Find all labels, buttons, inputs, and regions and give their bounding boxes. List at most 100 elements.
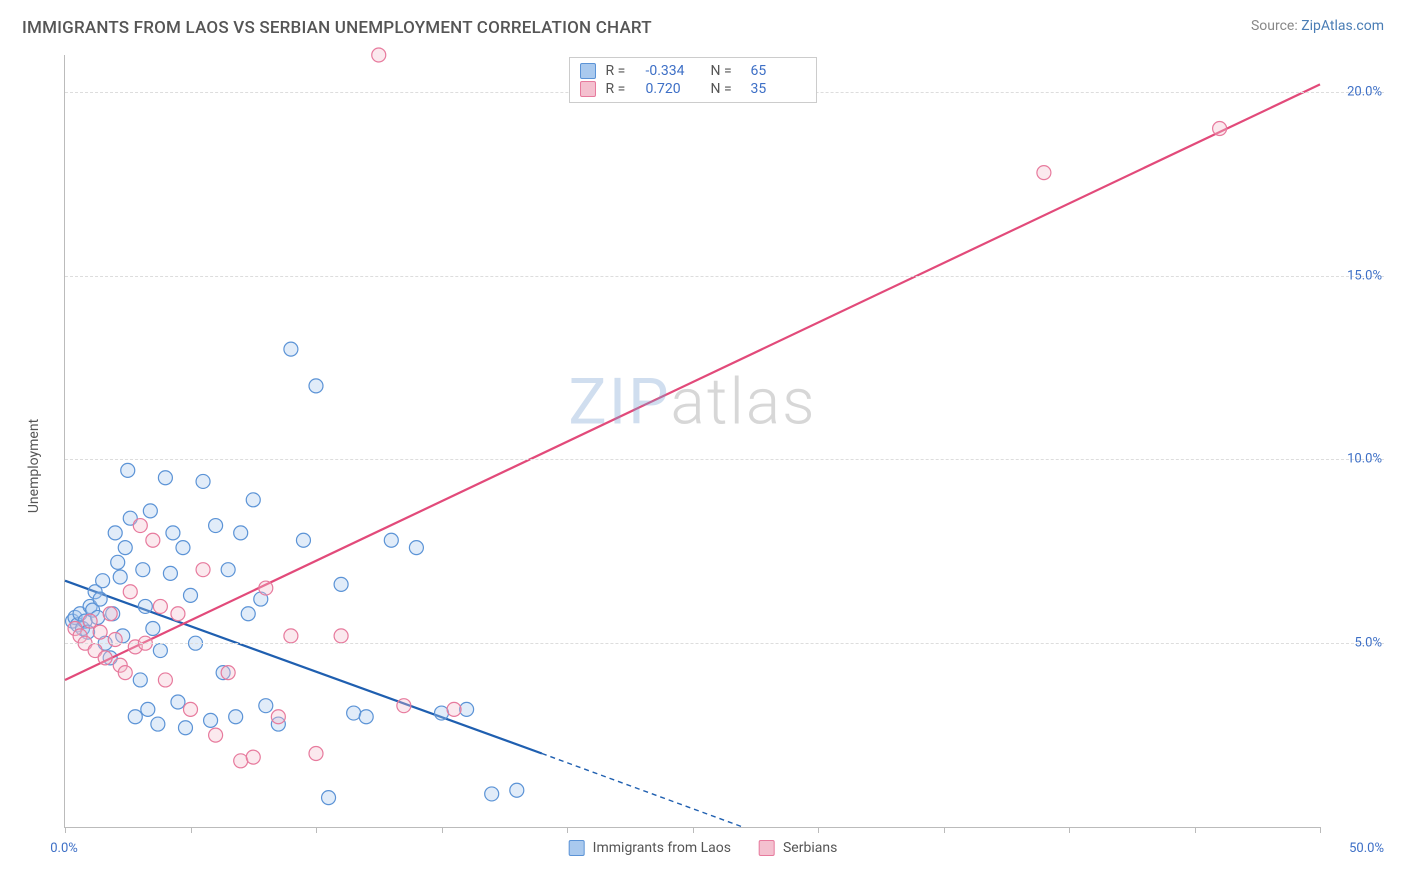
data-point — [234, 526, 248, 540]
data-point — [1213, 122, 1227, 136]
data-point — [372, 48, 386, 62]
data-point — [93, 625, 107, 639]
data-point — [246, 493, 260, 507]
legend-n-label: N = — [711, 81, 741, 97]
y-tick-label: 10.0% — [1324, 452, 1382, 467]
data-point — [510, 783, 524, 797]
data-point — [184, 588, 198, 602]
data-point — [184, 702, 198, 716]
source-prefix: Source: — [1251, 18, 1301, 34]
legend-n-value-serbians: 35 — [751, 81, 806, 97]
data-point — [284, 629, 298, 643]
legend-label-laos: Immigrants from Laos — [593, 840, 731, 856]
x-tick — [944, 827, 945, 833]
legend-item-serbians: Serbians — [759, 840, 837, 856]
plot-area: ZIPatlas R = -0.334 N = 65 R = 0.720 N =… — [64, 55, 1320, 828]
legend-row-laos: R = -0.334 N = 65 — [580, 62, 806, 80]
correlation-legend: R = -0.334 N = 65 R = 0.720 N = 35 — [569, 57, 817, 103]
data-point — [259, 581, 273, 595]
data-point — [133, 519, 147, 533]
legend-label-serbians: Serbians — [783, 840, 837, 856]
trend-line — [65, 84, 1320, 680]
data-point — [158, 471, 172, 485]
data-point — [118, 541, 132, 555]
data-point — [166, 526, 180, 540]
data-point — [347, 706, 361, 720]
data-point — [108, 633, 122, 647]
legend-swatch-laos — [580, 63, 596, 79]
data-point — [334, 629, 348, 643]
data-point — [204, 713, 218, 727]
x-tick-label-max: 50.0% — [1349, 841, 1384, 856]
data-point — [178, 721, 192, 735]
legend-r-value-serbians: 0.720 — [646, 81, 701, 97]
data-point — [259, 699, 273, 713]
data-point — [83, 614, 97, 628]
scatter-svg — [65, 55, 1320, 827]
data-point — [118, 666, 132, 680]
x-tick — [65, 827, 66, 833]
x-tick — [818, 827, 819, 833]
source-attribution: Source: ZipAtlas.com — [1251, 18, 1384, 34]
chart-title: IMMIGRANTS FROM LAOS VS SERBIAN UNEMPLOY… — [22, 18, 652, 38]
x-tick — [191, 827, 192, 833]
data-point — [309, 379, 323, 393]
trend-line-dashed — [542, 753, 743, 827]
trend-line — [65, 581, 542, 754]
data-point — [241, 607, 255, 621]
y-axis-title: Unemployment — [26, 418, 42, 512]
legend-swatch-icon — [569, 840, 585, 856]
data-point — [141, 702, 155, 716]
data-point — [196, 474, 210, 488]
y-tick-label: 5.0% — [1324, 636, 1382, 651]
data-point — [111, 555, 125, 569]
data-point — [209, 728, 223, 742]
legend-row-serbians: R = 0.720 N = 35 — [580, 80, 806, 98]
data-point — [296, 533, 310, 547]
data-point — [143, 504, 157, 518]
legend-swatch-icon — [759, 840, 775, 856]
gridline — [65, 459, 1384, 460]
series-legend: Immigrants from Laos Serbians — [569, 840, 838, 856]
data-point — [384, 533, 398, 547]
data-point — [409, 541, 423, 555]
data-point — [108, 526, 122, 540]
gridline — [65, 276, 1384, 277]
x-tick — [316, 827, 317, 833]
y-tick-label: 20.0% — [1324, 84, 1382, 99]
data-point — [309, 746, 323, 760]
data-point — [246, 750, 260, 764]
data-point — [153, 644, 167, 658]
x-tick — [442, 827, 443, 833]
data-point — [209, 519, 223, 533]
data-point — [234, 754, 248, 768]
data-point — [138, 599, 152, 613]
data-point — [359, 710, 373, 724]
y-tick-label: 15.0% — [1324, 268, 1382, 283]
x-tick — [693, 827, 694, 833]
data-point — [229, 710, 243, 724]
x-tick — [567, 827, 568, 833]
data-point — [93, 592, 107, 606]
legend-r-label: R = — [606, 81, 636, 97]
data-point — [322, 791, 336, 805]
data-point — [485, 787, 499, 801]
data-point — [133, 673, 147, 687]
data-point — [171, 695, 185, 709]
data-point — [113, 570, 127, 584]
x-tick — [1069, 827, 1070, 833]
chart-header: IMMIGRANTS FROM LAOS VS SERBIAN UNEMPLOY… — [0, 0, 1406, 46]
data-point — [447, 702, 461, 716]
data-point — [271, 710, 285, 724]
legend-n-label: N = — [711, 63, 741, 79]
data-point — [146, 621, 160, 635]
data-point — [1037, 166, 1051, 180]
gridline — [65, 643, 1384, 644]
source-link[interactable]: ZipAtlas.com — [1301, 18, 1384, 34]
data-point — [171, 607, 185, 621]
legend-n-value-laos: 65 — [751, 63, 806, 79]
data-point — [123, 585, 137, 599]
data-point — [397, 699, 411, 713]
data-point — [151, 717, 165, 731]
data-point — [158, 673, 172, 687]
